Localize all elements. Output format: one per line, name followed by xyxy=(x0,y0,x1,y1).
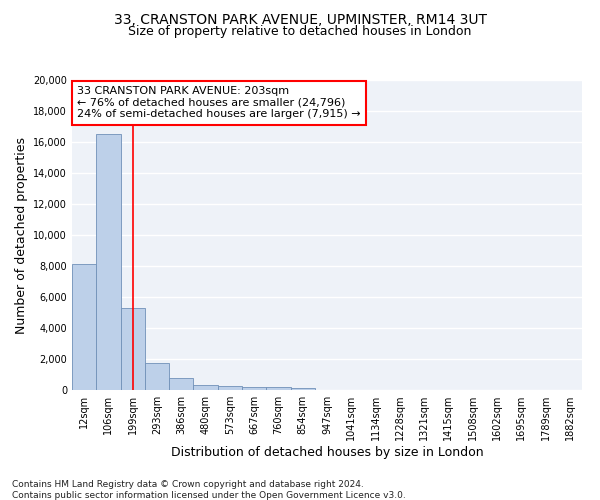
Bar xyxy=(169,378,193,390)
Text: Contains public sector information licensed under the Open Government Licence v3: Contains public sector information licen… xyxy=(12,491,406,500)
Text: Contains HM Land Registry data © Crown copyright and database right 2024.: Contains HM Land Registry data © Crown c… xyxy=(12,480,364,489)
Bar xyxy=(121,308,145,390)
Text: 33 CRANSTON PARK AVENUE: 203sqm
← 76% of detached houses are smaller (24,796)
24: 33 CRANSTON PARK AVENUE: 203sqm ← 76% of… xyxy=(77,86,361,120)
Bar xyxy=(193,384,218,390)
Bar xyxy=(96,134,121,390)
X-axis label: Distribution of detached houses by size in London: Distribution of detached houses by size … xyxy=(170,446,484,459)
Bar xyxy=(242,387,266,390)
Text: Size of property relative to detached houses in London: Size of property relative to detached ho… xyxy=(128,25,472,38)
Bar xyxy=(266,388,290,390)
Bar xyxy=(72,264,96,390)
Bar xyxy=(290,388,315,390)
Bar xyxy=(218,386,242,390)
Y-axis label: Number of detached properties: Number of detached properties xyxy=(15,136,28,334)
Text: 33, CRANSTON PARK AVENUE, UPMINSTER, RM14 3UT: 33, CRANSTON PARK AVENUE, UPMINSTER, RM1… xyxy=(113,12,487,26)
Bar xyxy=(145,363,169,390)
